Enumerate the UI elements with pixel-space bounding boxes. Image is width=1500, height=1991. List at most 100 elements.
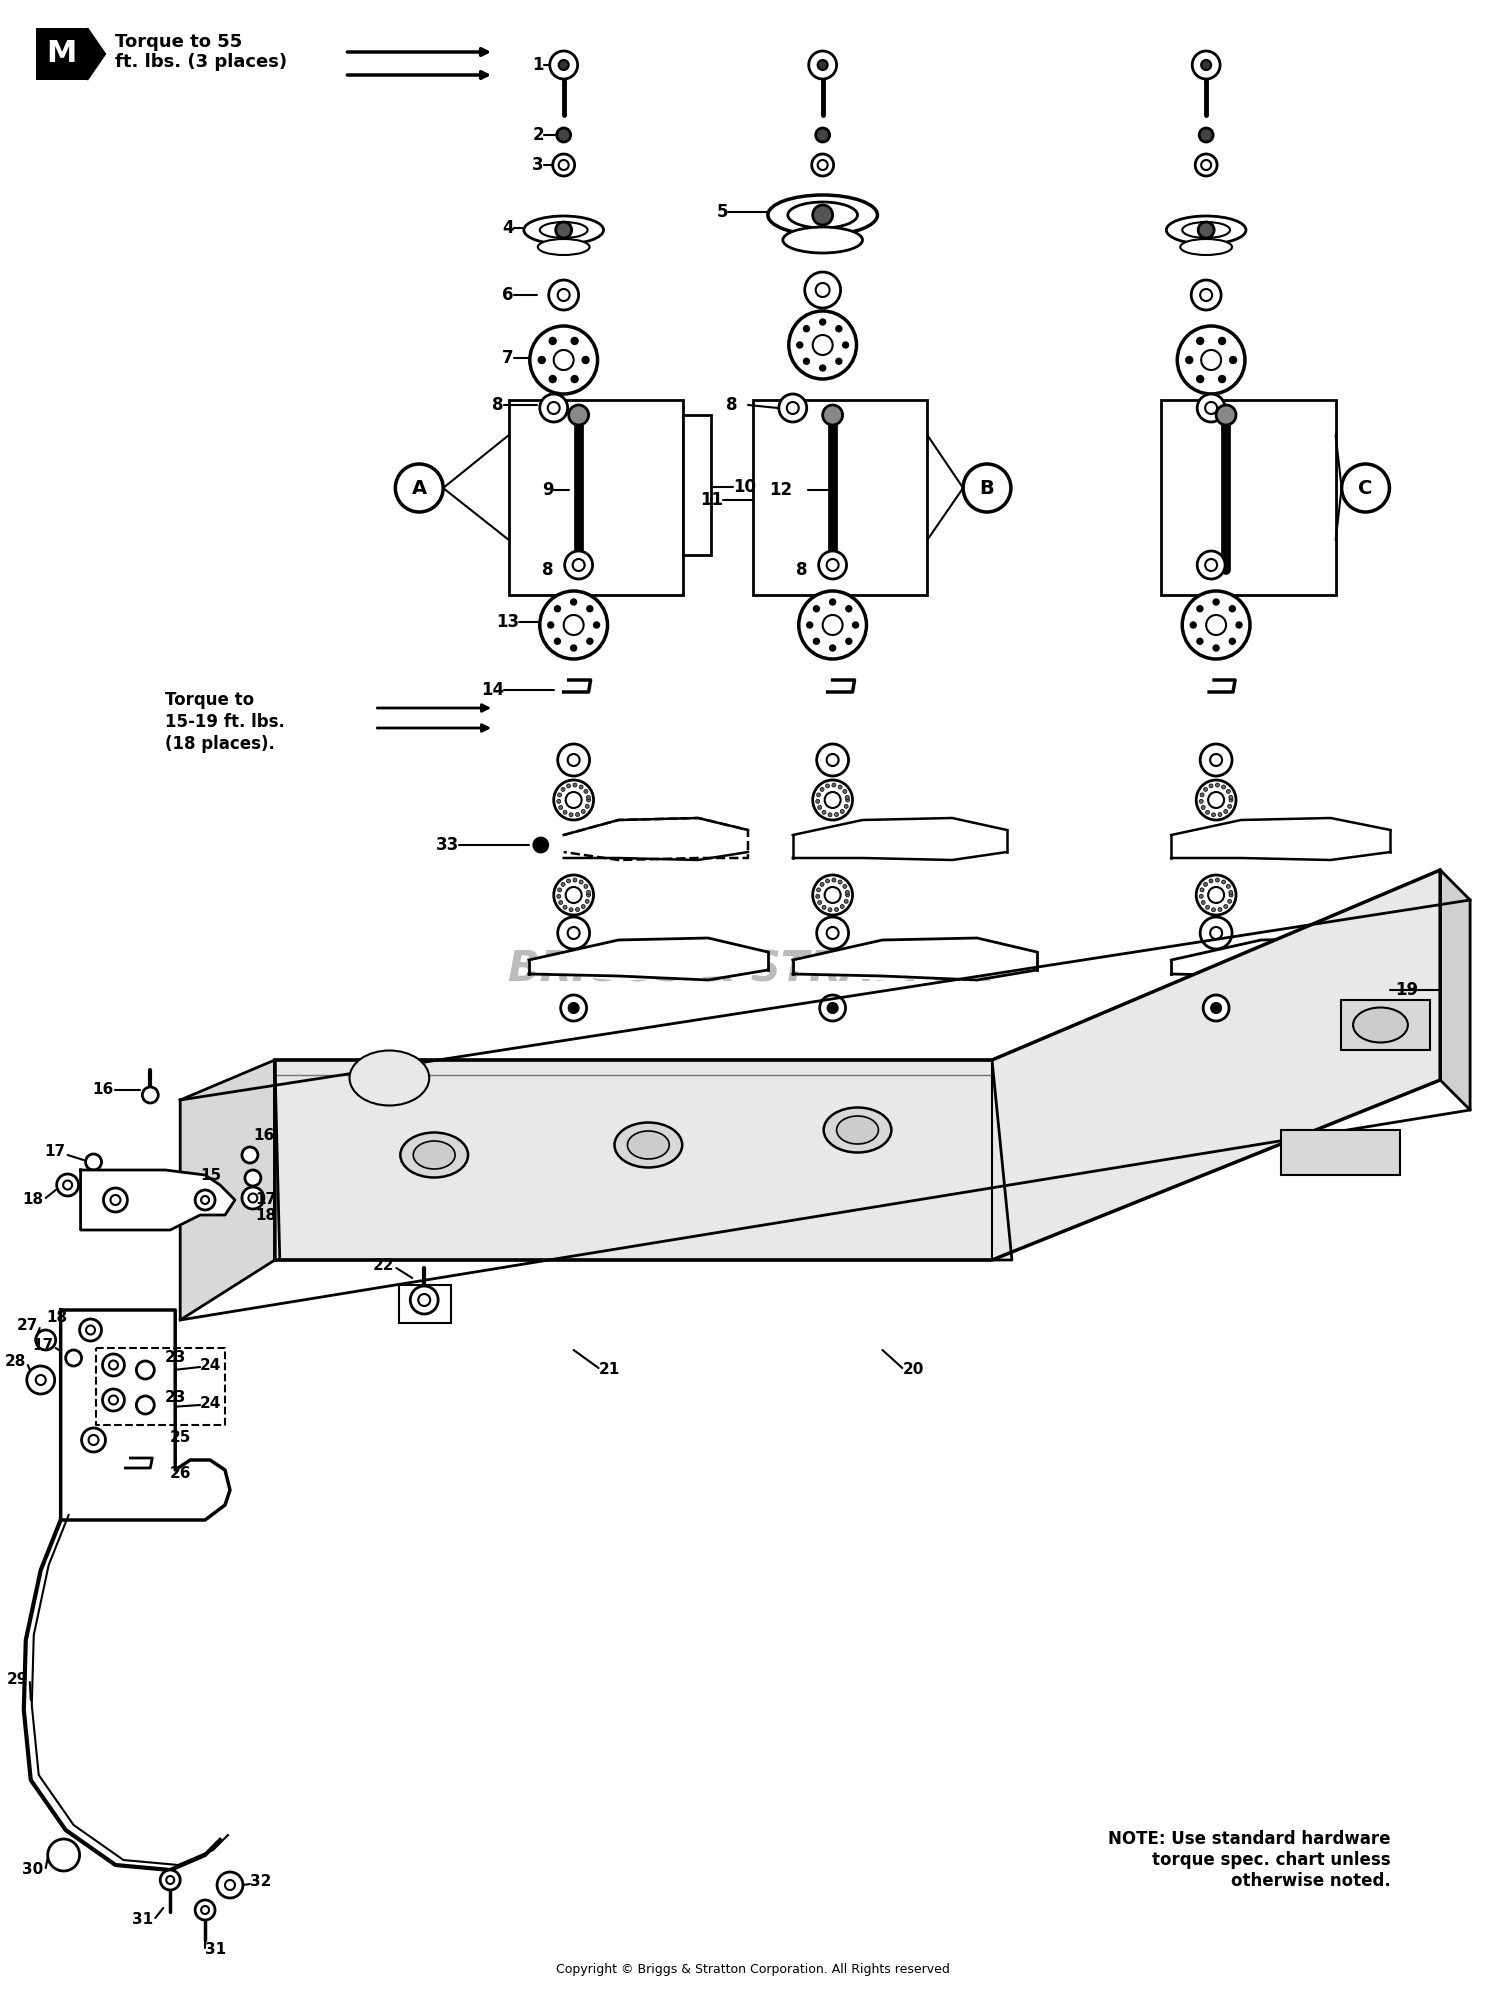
Circle shape (558, 888, 561, 892)
Circle shape (819, 319, 825, 325)
Circle shape (558, 60, 568, 70)
Text: A: A (411, 478, 428, 498)
Text: 6: 6 (503, 287, 515, 305)
Circle shape (788, 402, 800, 414)
Circle shape (555, 223, 572, 239)
Circle shape (576, 812, 579, 816)
Circle shape (411, 1286, 438, 1314)
Circle shape (27, 1366, 54, 1394)
Circle shape (1202, 159, 1210, 169)
Circle shape (585, 900, 590, 904)
Circle shape (552, 153, 574, 175)
Circle shape (1203, 786, 1208, 790)
Circle shape (1198, 894, 1203, 898)
Circle shape (582, 810, 585, 814)
Circle shape (1204, 402, 1216, 414)
Circle shape (1212, 908, 1215, 912)
Circle shape (1224, 904, 1227, 908)
Circle shape (586, 894, 591, 898)
Circle shape (572, 376, 578, 382)
Circle shape (570, 645, 576, 651)
Circle shape (57, 1175, 78, 1197)
Bar (399, 1284, 451, 1322)
Text: 22: 22 (374, 1258, 394, 1272)
Circle shape (846, 639, 852, 645)
Circle shape (242, 1147, 258, 1163)
Circle shape (1228, 794, 1233, 800)
Circle shape (110, 1360, 118, 1370)
Circle shape (822, 906, 827, 910)
Circle shape (1178, 327, 1245, 394)
Circle shape (836, 327, 842, 332)
Circle shape (1196, 153, 1216, 175)
Circle shape (573, 782, 578, 786)
Circle shape (1196, 874, 1236, 916)
Circle shape (813, 780, 852, 820)
Circle shape (1215, 878, 1219, 882)
Circle shape (568, 404, 588, 424)
Circle shape (1230, 356, 1236, 364)
Circle shape (1197, 394, 1225, 422)
Circle shape (244, 1171, 261, 1187)
Circle shape (555, 639, 561, 645)
Ellipse shape (788, 201, 858, 229)
Circle shape (81, 1428, 105, 1451)
Circle shape (813, 605, 819, 611)
Circle shape (804, 273, 840, 309)
Circle shape (807, 621, 813, 627)
Polygon shape (794, 938, 1036, 980)
Circle shape (804, 327, 810, 332)
Text: 5: 5 (717, 203, 728, 221)
Text: B: B (980, 478, 994, 498)
Circle shape (558, 918, 590, 950)
Circle shape (834, 908, 839, 912)
Circle shape (419, 1294, 430, 1306)
Text: 4: 4 (503, 219, 515, 237)
Circle shape (833, 782, 836, 786)
Circle shape (104, 1189, 128, 1213)
Circle shape (86, 1326, 94, 1334)
Circle shape (136, 1396, 154, 1414)
Circle shape (822, 404, 843, 424)
Circle shape (1218, 812, 1222, 816)
Circle shape (573, 559, 585, 571)
Circle shape (1224, 810, 1227, 814)
Text: 24: 24 (200, 1396, 222, 1410)
Circle shape (1185, 356, 1192, 364)
Circle shape (586, 794, 591, 800)
Ellipse shape (350, 1051, 429, 1105)
Circle shape (567, 755, 579, 767)
Circle shape (242, 1187, 264, 1209)
Circle shape (561, 882, 566, 886)
Bar (1281, 1131, 1401, 1175)
Ellipse shape (824, 1107, 891, 1153)
Circle shape (582, 904, 585, 908)
Circle shape (1202, 806, 1204, 810)
Circle shape (1197, 336, 1203, 344)
Text: 31: 31 (132, 1913, 153, 1927)
Circle shape (825, 878, 830, 882)
Text: Torque to: Torque to (165, 691, 255, 709)
Text: Copyright © Briggs & Stratton Corporation. All Rights reserved: Copyright © Briggs & Stratton Corporatio… (556, 1963, 950, 1977)
Polygon shape (180, 1059, 274, 1320)
Text: 8: 8 (796, 561, 807, 579)
Circle shape (804, 358, 810, 364)
Circle shape (142, 1087, 159, 1103)
Circle shape (549, 376, 556, 382)
Text: 16: 16 (92, 1083, 114, 1097)
Text: 19: 19 (1395, 982, 1419, 999)
Circle shape (573, 878, 578, 882)
Circle shape (548, 621, 554, 627)
Circle shape (568, 1003, 579, 1013)
Circle shape (201, 1905, 208, 1913)
Circle shape (834, 812, 839, 816)
Circle shape (195, 1899, 214, 1919)
Circle shape (1198, 798, 1203, 802)
Circle shape (843, 884, 848, 888)
Text: (18 places).: (18 places). (165, 735, 274, 753)
Ellipse shape (768, 195, 877, 235)
Circle shape (1198, 127, 1214, 141)
Polygon shape (81, 1171, 236, 1230)
Circle shape (827, 928, 839, 940)
Circle shape (562, 810, 567, 814)
